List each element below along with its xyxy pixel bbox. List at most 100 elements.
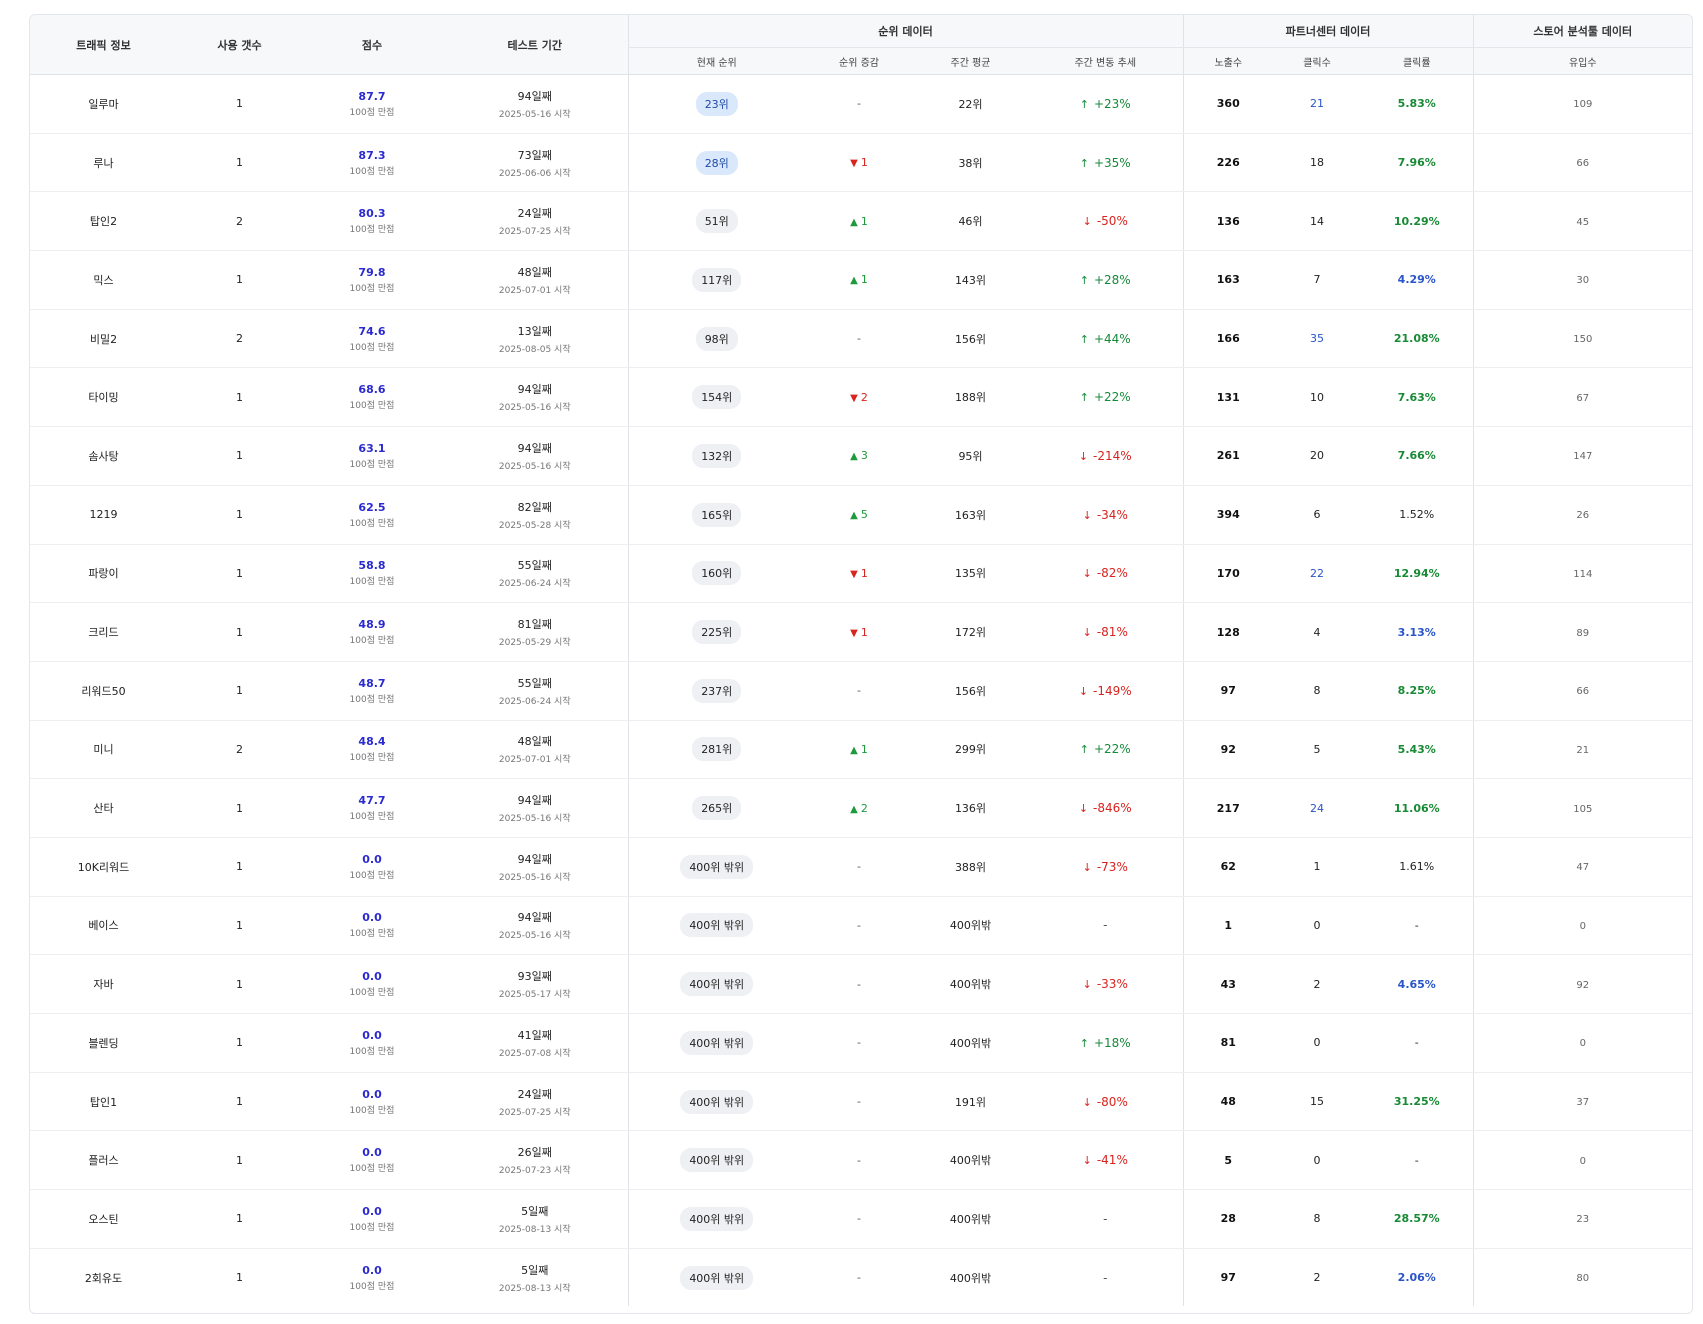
header-inflow[interactable]: 유입수: [1472, 47, 1692, 75]
cell-rank-change: ▲ 1: [805, 191, 913, 252]
usage-count: 2: [236, 214, 243, 228]
table-row[interactable]: 미니 2 48.4 100점 만점 48일째 2025-07-01 시작 281위 ▲ 1 299…: [30, 720, 1692, 780]
arrow-down-icon: ↓: [1078, 684, 1089, 698]
header-rank-change[interactable]: 순위 증감: [805, 47, 913, 75]
cell-traffic-name: 탑인1: [30, 1072, 177, 1132]
usage-count: 1: [236, 1036, 243, 1050]
header-ctr[interactable]: 클릭률: [1361, 47, 1474, 75]
weekly-trend-value: -73%: [1096, 859, 1128, 874]
cell-traffic-name: 2회유도: [30, 1248, 177, 1306]
table-row[interactable]: 크리드 1 48.9 100점 만점 81일째 2025-05-29 시작 225위 ▼ 1 17…: [30, 602, 1692, 662]
table-row[interactable]: 탑인1 1 0.0 100점 만점 24일째 2025-07-25 시작 400위 밖위 - 1…: [30, 1072, 1692, 1132]
cell-current-rank: 400위 밖위: [627, 1013, 805, 1073]
table-row[interactable]: 리워드50 1 48.7 100점 만점 55일째 2025-06-24 시작 237위 -1…: [30, 661, 1692, 721]
cell-traffic-name: 일루마: [30, 74, 177, 134]
cell-rank-change: -: [805, 1013, 913, 1073]
test-days: 48일째: [517, 735, 552, 749]
table-row[interactable]: 탑인2 2 80.3 100점 만점 24일째 2025-07-25 시작 51위 ▲ 1 46위…: [30, 191, 1692, 252]
test-start-date: 2025-05-16 시작: [498, 461, 571, 472]
header-clicks[interactable]: 클릭수: [1273, 47, 1361, 75]
table-row[interactable]: 믹스 1 79.8 100점 만점 48일째 2025-07-01 시작 117위 ▲ 1 143…: [30, 250, 1692, 310]
table-row[interactable]: 자바 1 0.0 100점 만점 93일째 2025-05-17 시작 400위 밖위 - 40…: [30, 954, 1692, 1014]
rank-badge: 160위: [692, 561, 742, 586]
table-row[interactable]: 비밀2 2 74.6 100점 만점 13일째 2025-08-05 시작 98위 - 156위…: [30, 309, 1692, 369]
cell-weekly-avg: 46위: [913, 191, 1028, 252]
rank-change-value: -: [857, 977, 861, 991]
header-usage[interactable]: 사용 갯수: [177, 15, 302, 75]
cell-inflow: 0: [1472, 1130, 1692, 1191]
impressions-value: 128: [1216, 625, 1240, 639]
cell-current-rank: 400위 밖위: [627, 1248, 805, 1307]
rank-change-value: 2: [860, 801, 868, 815]
test-days: 94일째: [517, 441, 552, 455]
table-row[interactable]: 솜사탕 1 63.1 100점 만점 94일째 2025-05-16 시작 132위 ▲ 3 95…: [30, 426, 1692, 486]
rank-badge: 400위 밖위: [680, 854, 754, 879]
score-max-label: 100점 만점: [349, 988, 395, 999]
cell-rank-change: ▲ 1: [805, 250, 913, 310]
cell-ctr: 2.06%: [1361, 1248, 1473, 1306]
table-row[interactable]: 블렌딩 1 0.0 100점 만점 41일째 2025-07-08 시작 400위 밖위 - 4…: [30, 1013, 1692, 1073]
traffic-name: 오스틴: [88, 1212, 119, 1226]
cell-current-rank: 265위: [627, 778, 805, 838]
clicks-value: 22: [1310, 566, 1324, 580]
traffic-name: 자바: [93, 978, 114, 992]
cell-ctr: 1.52%: [1361, 485, 1474, 545]
table-row[interactable]: 10K리워드 1 0.0 100점 만점 94일째 2025-05-16 시작 400위 밖…: [30, 837, 1692, 897]
rank-badge: 400위 밖위: [680, 972, 754, 997]
header-traffic[interactable]: 트래픽 정보: [30, 15, 177, 75]
header-weekly-trend[interactable]: 주간 변동 추세: [1028, 47, 1183, 75]
header-score[interactable]: 점수: [302, 15, 442, 75]
rank-badge: 23위: [695, 91, 738, 116]
weekly-trend-value: -: [1103, 1211, 1108, 1226]
score-max-label: 100점 만점: [349, 636, 395, 647]
header-impressions[interactable]: 노출수: [1182, 47, 1273, 75]
score-max-label: 100점 만점: [349, 107, 395, 118]
header-current-rank[interactable]: 현재 순위: [627, 47, 805, 75]
cell-period: 24일째 2025-07-25 시작: [442, 1072, 628, 1132]
cell-rank-change: ▲ 5: [805, 485, 913, 545]
score-max-label: 100점 만점: [349, 459, 395, 470]
header-weekly-avg[interactable]: 주간 평균: [913, 47, 1028, 75]
cell-weekly-avg: 400위밖: [913, 896, 1028, 956]
weekly-avg-value: 400위밖: [949, 1212, 992, 1226]
score-value: 0.0: [362, 1087, 382, 1101]
ctr-value: 2.06%: [1397, 1271, 1436, 1285]
impressions-value: 92: [1220, 742, 1236, 756]
cell-weekly-trend: ↓ -846%: [1028, 778, 1183, 838]
table-row[interactable]: 타이밍 1 68.6 100점 만점 94일째 2025-05-16 시작 154위 ▼ 2 18…: [30, 367, 1692, 428]
cell-inflow: 26: [1472, 485, 1692, 545]
cell-period: 94일째 2025-05-16 시작: [442, 778, 628, 838]
table-row[interactable]: 루나 1 87.3 100점 만점 73일째 2025-06-06 시작 28위 ▼ 1 38위 ↑…: [30, 133, 1692, 193]
traffic-name: 일루마: [88, 97, 119, 111]
rank-badge: 165위: [692, 502, 742, 527]
ctr-value: 5.83%: [1397, 97, 1436, 111]
cell-usage: 1: [177, 1072, 302, 1132]
usage-count: 1: [236, 860, 243, 874]
header-period[interactable]: 테스트 기간: [442, 15, 628, 75]
cell-ctr: 8.25%: [1361, 661, 1474, 721]
ctr-value: 4.29%: [1397, 273, 1436, 287]
test-days: 82일째: [517, 500, 552, 514]
cell-score: 0.0 100점 만점: [302, 896, 442, 956]
test-start-date: 2025-05-17 시작: [498, 990, 571, 1001]
rank-change-value: -: [857, 860, 861, 874]
table-row[interactable]: 오스틴 1 0.0 100점 만점 5일째 2025-08-13 시작 400위 밖위 - 40…: [30, 1189, 1692, 1249]
arrow-down-icon: ↓: [1078, 802, 1089, 816]
table-row[interactable]: 파랑이 1 58.8 100점 만점 55일째 2025-06-24 시작 160위 ▼ 1 13…: [30, 544, 1692, 604]
cell-rank-change: ▼ 1: [805, 602, 913, 662]
table-row[interactable]: 플러스 1 0.0 100점 만점 26일째 2025-07-23 시작 400위 밖위 -4…: [30, 1130, 1692, 1191]
arrow-up-icon: ↑: [1079, 97, 1089, 111]
cell-period: 94일째 2025-05-16 시작: [442, 74, 628, 134]
table-row[interactable]: 2회유도 1 0.0 100점 만점 5일째 2025-08-13 시작 400위 밖위 - 4…: [30, 1248, 1692, 1307]
table-row[interactable]: 베이스 1 0.0 100점 만점 94일째 2025-05-16 시작 400위 밖위 - 4…: [30, 896, 1692, 956]
table-row[interactable]: 1219 1 62.5 100점 만점 82일째 2025-05-28 시작 165위 ▲ 5 1…: [30, 485, 1692, 545]
cell-traffic-name: 솜사탕: [30, 426, 177, 486]
cell-weekly-trend: ↓ -41%: [1028, 1130, 1183, 1191]
weekly-trend-value: +23%: [1093, 96, 1131, 111]
weekly-trend-value: -: [1103, 918, 1108, 933]
weekly-trend-value: -34%: [1096, 507, 1128, 522]
triangle-up-icon: ▲: [850, 510, 858, 522]
table-row[interactable]: 일루마 1 87.7 100점 만점 94일째 2025-05-16 시작 23위 - 22위 ↑…: [30, 74, 1692, 134]
cell-weekly-trend: ↑ +28%: [1028, 250, 1183, 310]
table-row[interactable]: 산타 1 47.7 100점 만점 94일째 2025-05-16 시작 265위 ▲ 2 136…: [30, 778, 1692, 838]
